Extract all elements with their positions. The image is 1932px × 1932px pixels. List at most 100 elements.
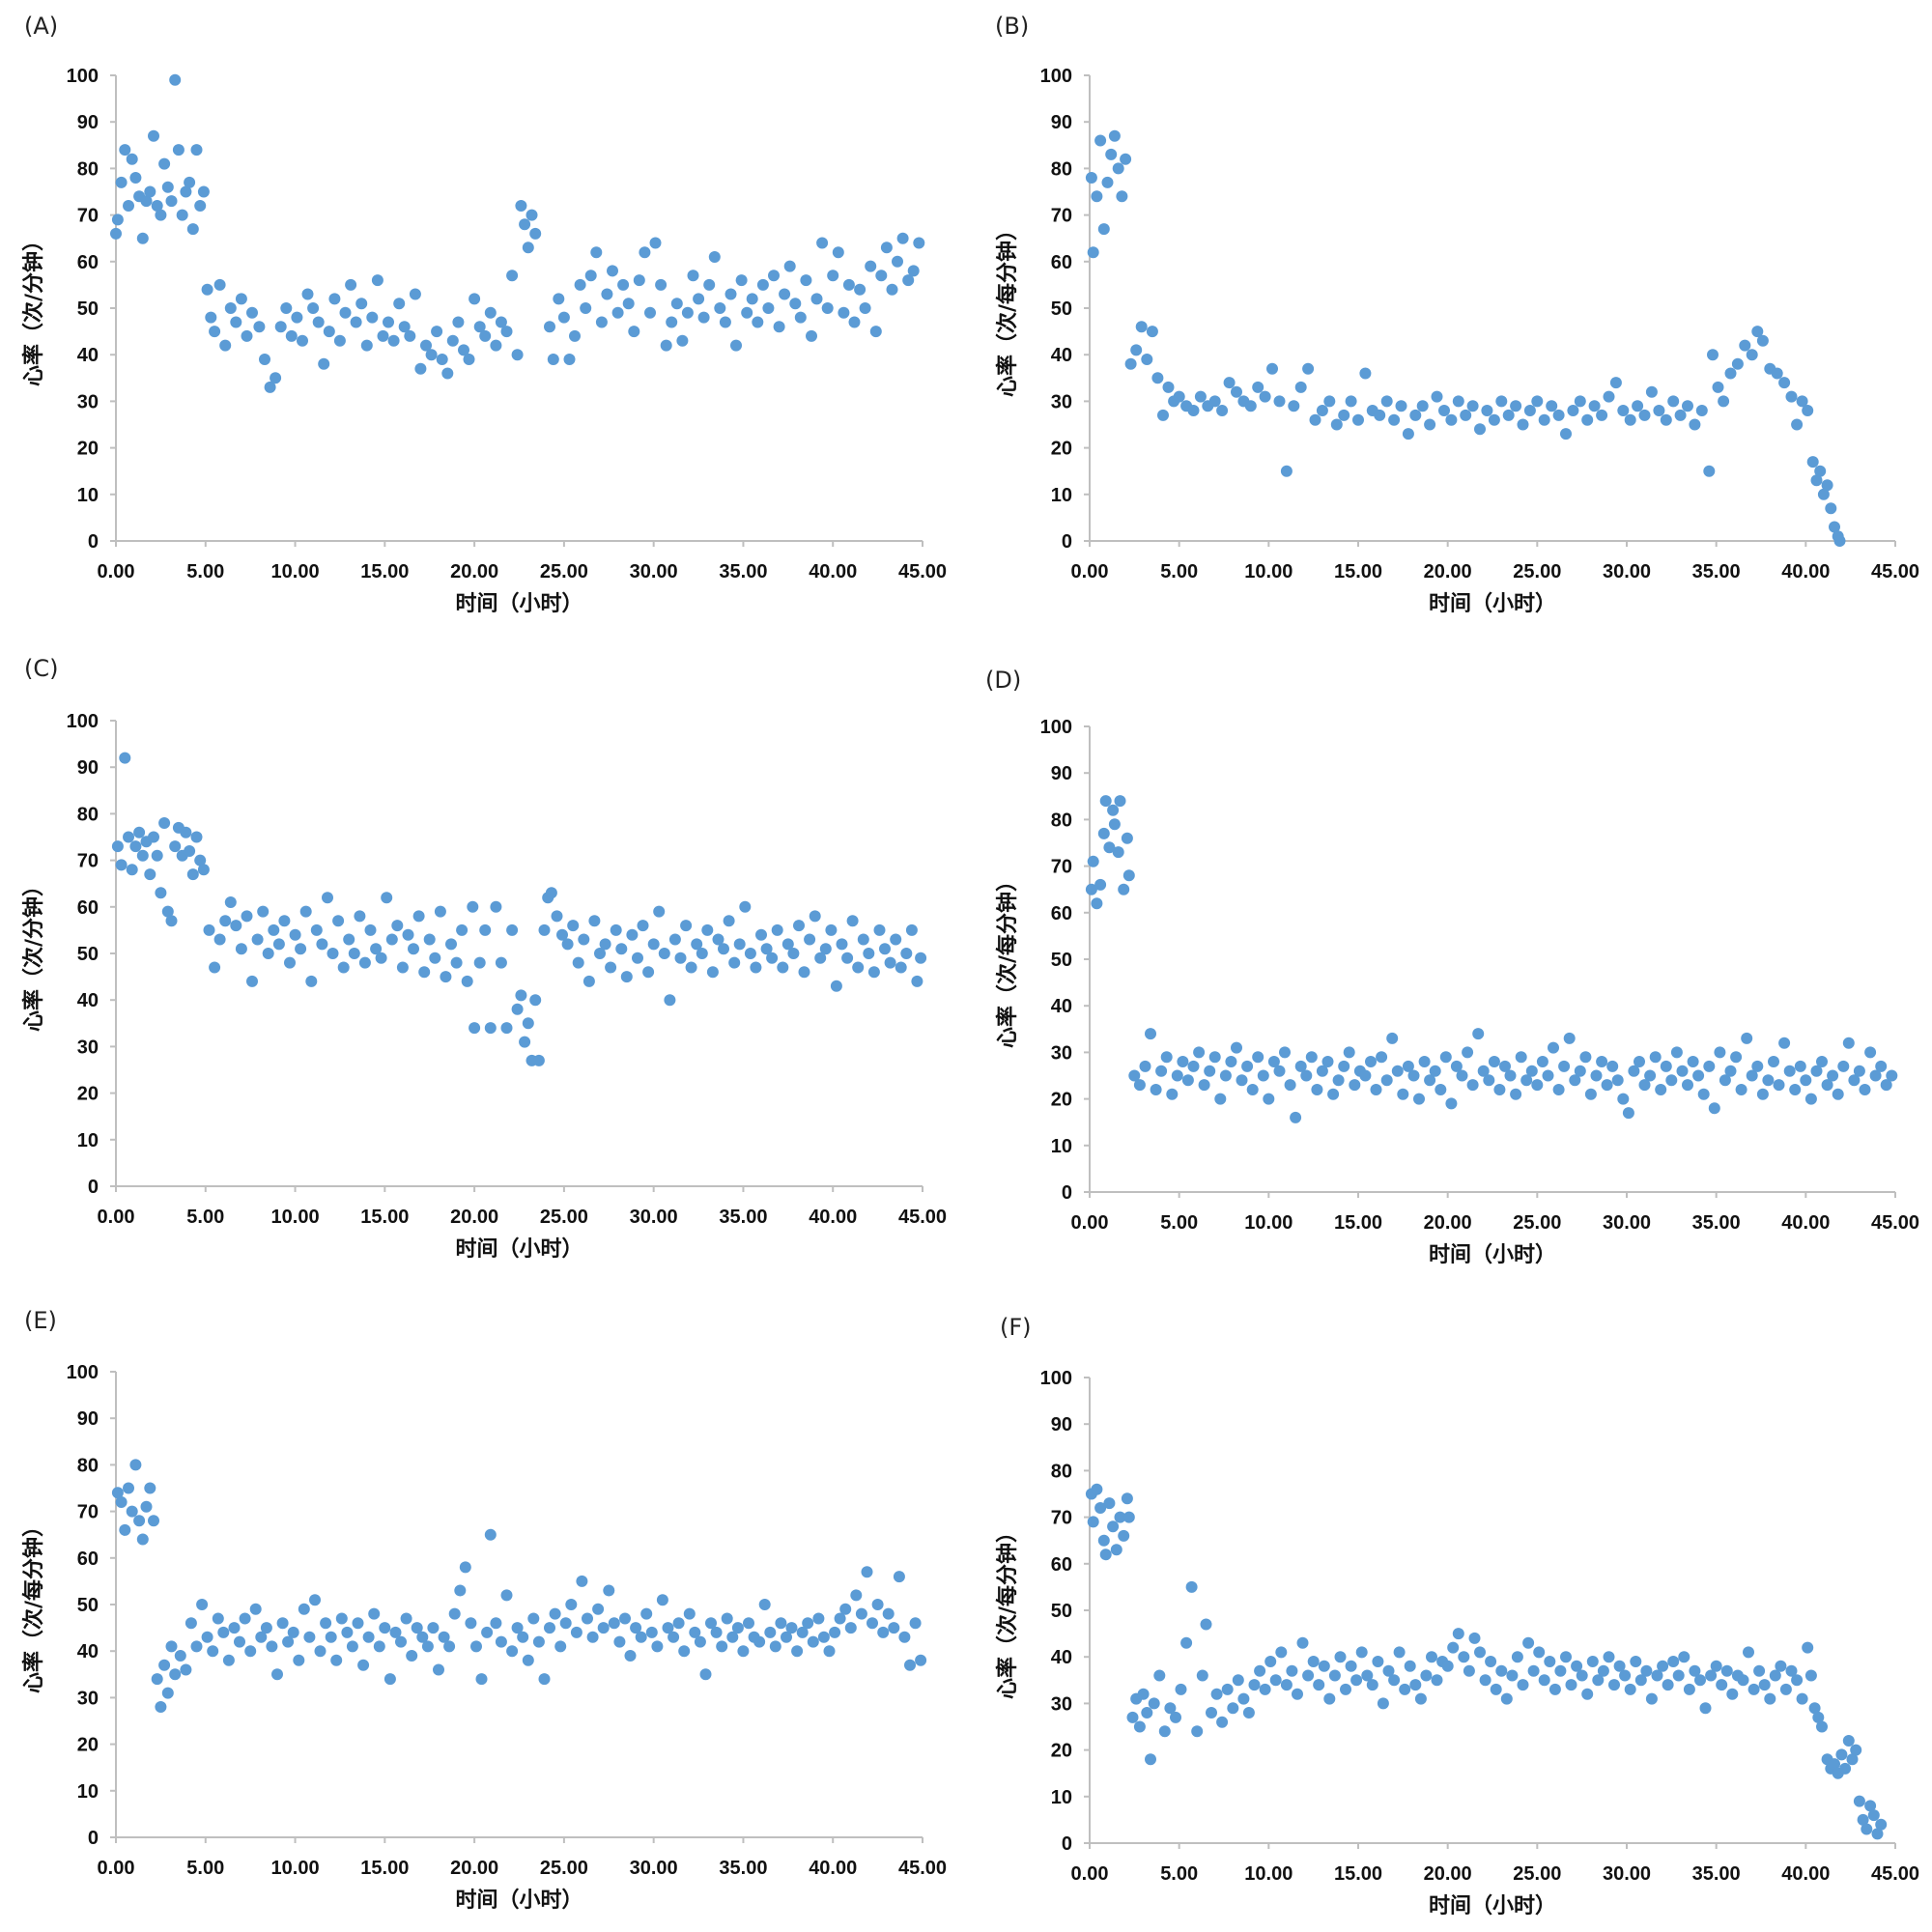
- data-point: [1783, 1065, 1796, 1077]
- data-point: [1531, 1079, 1544, 1092]
- y-tick-label: 10: [77, 1130, 99, 1151]
- data-point: [194, 854, 207, 867]
- data-point: [253, 321, 266, 333]
- data-point: [396, 961, 409, 974]
- data-point: [793, 920, 805, 932]
- data-point: [421, 1640, 434, 1653]
- data-point: [495, 956, 507, 969]
- data-point: [1463, 1664, 1475, 1677]
- data-point: [1499, 1060, 1511, 1072]
- data-point: [151, 849, 163, 862]
- data-point: [672, 1617, 685, 1630]
- data-point: [1544, 1656, 1556, 1667]
- data-point: [1334, 1651, 1347, 1663]
- data-point: [1699, 1702, 1712, 1715]
- data-point: [1386, 1032, 1399, 1044]
- data-point: [186, 868, 199, 881]
- data-point: [408, 943, 419, 955]
- data-point: [1294, 1060, 1307, 1072]
- y-tick-label: 30: [1051, 391, 1072, 412]
- data-point: [377, 329, 389, 342]
- data-point: [1091, 190, 1103, 203]
- data-point: [649, 237, 662, 249]
- data-point: [809, 910, 821, 923]
- x-tick-label: 35.00: [1692, 1212, 1741, 1234]
- data-point: [1880, 1079, 1892, 1092]
- data-point: [1779, 1683, 1792, 1695]
- y-tick-label: 100: [67, 1362, 99, 1383]
- data-point: [1708, 1102, 1720, 1115]
- data-point: [465, 1617, 477, 1630]
- data-point: [755, 928, 767, 941]
- data-point: [180, 826, 192, 838]
- data-point: [517, 1631, 529, 1643]
- data-point: [1674, 409, 1687, 421]
- data-point: [731, 1622, 744, 1634]
- x-tick-label: 40.00: [809, 1858, 857, 1879]
- data-point: [158, 1659, 171, 1671]
- data-point: [1350, 1674, 1363, 1687]
- data-point: [452, 316, 465, 328]
- data-point: [802, 1617, 814, 1630]
- data-point: [111, 1487, 124, 1499]
- data-point: [339, 306, 352, 319]
- data-point: [848, 316, 861, 328]
- data-point: [289, 928, 301, 941]
- data-point: [1839, 1762, 1852, 1775]
- y-tick-label: 80: [1051, 158, 1072, 180]
- data-point: [473, 956, 486, 969]
- data-point: [180, 185, 192, 198]
- data-point: [1112, 162, 1124, 175]
- data-point: [1366, 1679, 1378, 1691]
- x-tick-label: 20.00: [1424, 1212, 1472, 1234]
- data-point: [529, 227, 542, 240]
- data-point: [1110, 1544, 1122, 1556]
- data-point: [538, 923, 551, 936]
- data-point: [1300, 1069, 1313, 1082]
- data-point: [190, 831, 203, 843]
- data-point: [544, 321, 555, 333]
- data-point: [1800, 1074, 1812, 1087]
- data-point: [1359, 1069, 1372, 1082]
- data-point: [1435, 1084, 1447, 1095]
- data-point: [1829, 1758, 1840, 1771]
- data-point: [1316, 405, 1328, 416]
- data-point: [266, 1640, 278, 1653]
- data-point: [161, 905, 174, 918]
- data-point: [842, 278, 855, 291]
- data-point: [880, 242, 893, 254]
- data-point: [312, 316, 325, 328]
- data-point: [110, 227, 122, 240]
- data-point: [1576, 1669, 1588, 1682]
- data-point: [348, 948, 360, 959]
- y-axis-title: 心率（次/每分钟）: [995, 870, 1020, 1048]
- data-point: [852, 961, 865, 974]
- y-tick-label: 100: [1040, 66, 1072, 87]
- data-point: [1720, 1664, 1733, 1677]
- data-point: [1814, 465, 1827, 477]
- data-point: [1452, 395, 1464, 408]
- y-tick-label: 30: [77, 1037, 99, 1058]
- data-point: [481, 1626, 494, 1638]
- data-point: [1667, 1656, 1680, 1667]
- data-point: [1458, 1651, 1470, 1663]
- data-point: [603, 1584, 615, 1597]
- data-point: [775, 1617, 787, 1630]
- x-tick-label: 0.00: [98, 1207, 135, 1228]
- y-tick-label: 50: [1051, 950, 1072, 971]
- data-point: [1409, 409, 1422, 421]
- data-point: [427, 1622, 440, 1634]
- data-point: [1520, 1074, 1533, 1087]
- data-point: [1810, 474, 1823, 487]
- data-point: [272, 938, 285, 951]
- data-point: [148, 129, 159, 142]
- data-point: [1094, 134, 1107, 147]
- data-point: [871, 1599, 884, 1610]
- data-point: [1187, 405, 1200, 416]
- data-point: [1187, 1060, 1200, 1072]
- data-point: [551, 910, 563, 923]
- data-point: [230, 920, 242, 932]
- data-point: [1330, 418, 1343, 431]
- data-point: [436, 354, 448, 365]
- panel-c: (C) 0 10 20 30 40 50 60 70 80 90 100 0.00 5.00 10.00 15…: [21, 655, 947, 1262]
